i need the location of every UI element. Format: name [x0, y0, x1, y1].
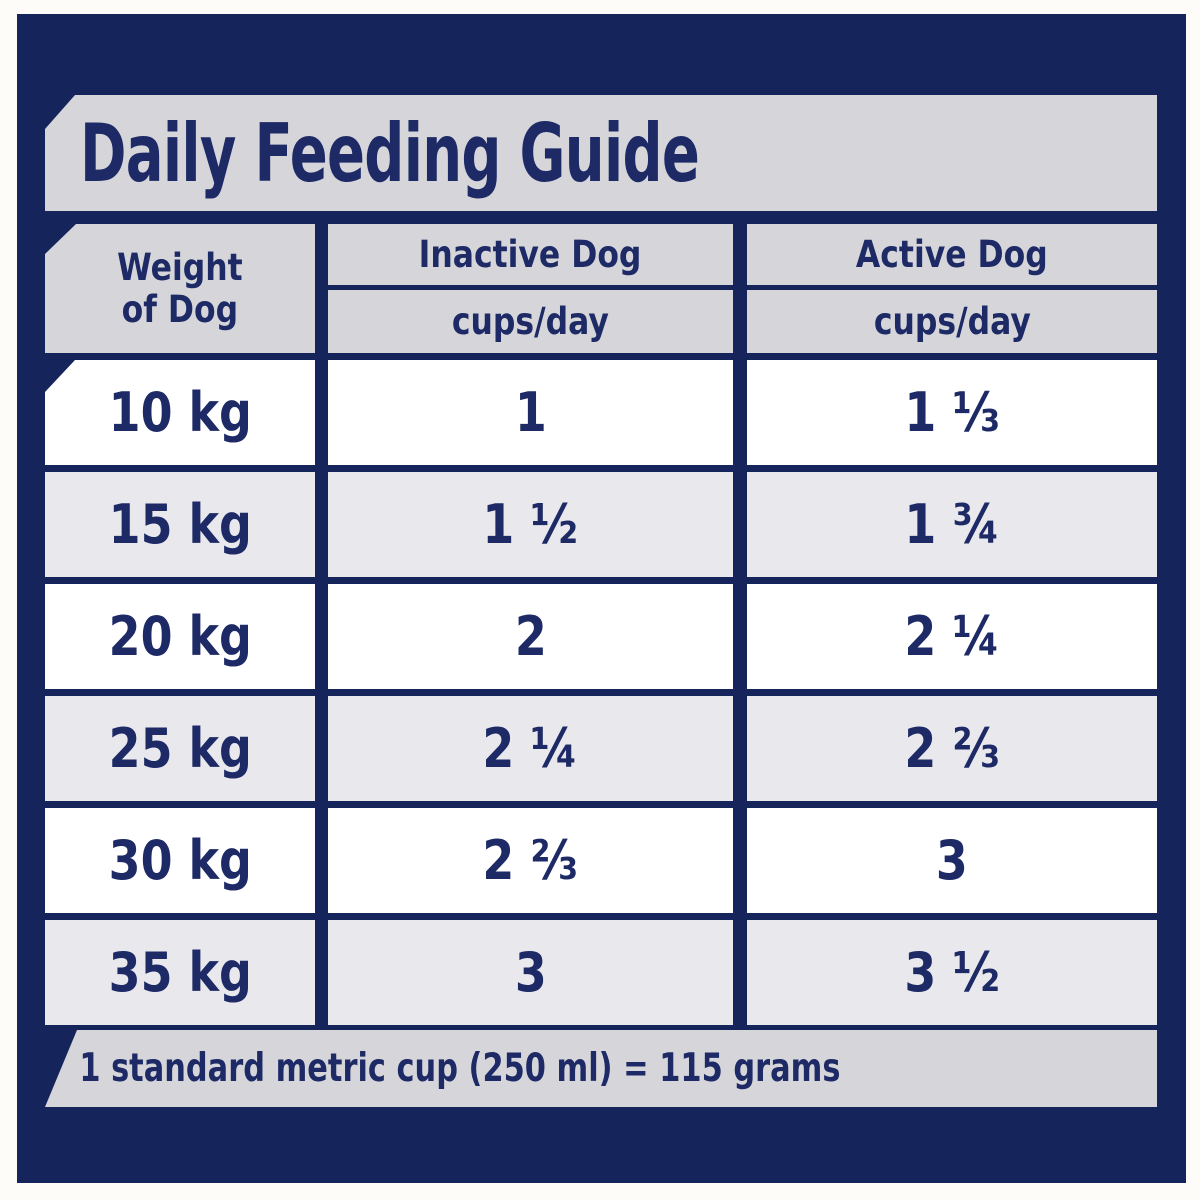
table-row-30kg: 30 kg 2 ⅔ 3 [17, 808, 1186, 913]
weight-cell: 25 kg [45, 696, 315, 801]
weight-value: 15 kg [108, 493, 252, 556]
active-cell: 3 ½ [747, 920, 1157, 1025]
weight-value: 25 kg [108, 717, 252, 780]
weight-cell: 10 kg [45, 360, 315, 465]
inactive-cell: 3 [328, 920, 733, 1025]
weight-cell: 35 kg [45, 920, 315, 1025]
title-banner: Daily Feeding Guide [45, 95, 1157, 211]
header-inactive-dog-unit: cups/day [328, 290, 733, 353]
header-weight-line2: of Dog [121, 287, 239, 331]
cup-conversion-note: 1 standard metric cup (250 ml) = 115 gra… [79, 1046, 841, 1091]
footer-note-banner: 1 standard metric cup (250 ml) = 115 gra… [45, 1030, 1157, 1107]
header-weight-line1: Weight [117, 246, 243, 290]
active-value: 2 ¼ [904, 605, 1000, 668]
active-unit-label: cups/day [873, 300, 1031, 343]
active-cell: 2 ¼ [747, 584, 1157, 689]
active-value: 1 ⅓ [904, 381, 1000, 444]
table-row-15kg: 15 kg 1 ½ 1 ¾ [17, 472, 1186, 577]
inactive-value: 1 [514, 381, 547, 444]
active-value: 3 [936, 829, 968, 892]
active-cell: 1 ⅓ [747, 360, 1157, 465]
inactive-dog-label: Inactive Dog [419, 233, 642, 276]
header-inactive-dog-title: Inactive Dog [328, 224, 733, 285]
weight-value: 30 kg [108, 829, 252, 892]
weight-cell: 15 kg [45, 472, 315, 577]
active-value: 3 ½ [904, 941, 1000, 1004]
active-value: 1 ¾ [904, 493, 1000, 556]
weight-cell: 20 kg [45, 584, 315, 689]
inactive-unit-label: cups/day [451, 300, 610, 343]
header-weight-of-dog: Weight of Dog [45, 224, 315, 353]
navy-panel: Daily Feeding Guide Weight of Dog Inacti… [17, 14, 1186, 1183]
active-cell: 1 ¾ [747, 472, 1157, 577]
inactive-cell: 1 ½ [328, 472, 733, 577]
active-cell: 3 [747, 808, 1157, 913]
inactive-value: 1 ½ [482, 493, 579, 556]
inactive-cell: 2 ¼ [328, 696, 733, 801]
table-row-25kg: 25 kg 2 ¼ 2 ⅔ [17, 696, 1186, 801]
table-row-10kg: 10 kg 1 1 ⅓ [17, 360, 1186, 465]
page-title: Daily Feeding Guide [80, 106, 700, 200]
inactive-cell: 2 [328, 584, 733, 689]
header-inactive-dog: Inactive Dog cups/day [328, 224, 733, 353]
table-row-20kg: 20 kg 2 2 ¼ [17, 584, 1186, 689]
inactive-value: 2 ¼ [482, 717, 579, 780]
weight-cell: 30 kg [45, 808, 315, 913]
active-value: 2 ⅔ [904, 717, 1000, 780]
active-dog-label: Active Dog [856, 233, 1048, 276]
inactive-value: 2 [514, 605, 547, 668]
inactive-value: 3 [514, 941, 547, 1004]
weight-value: 20 kg [108, 605, 252, 668]
header-active-dog-unit: cups/day [747, 290, 1157, 353]
active-cell: 2 ⅔ [747, 696, 1157, 801]
header-weight-label: Weight of Dog [117, 247, 243, 330]
inactive-cell: 2 ⅔ [328, 808, 733, 913]
weight-value: 35 kg [108, 941, 252, 1004]
weight-value: 10 kg [108, 381, 252, 444]
table-row-35kg: 35 kg 3 3 ½ [17, 920, 1186, 1025]
header-active-dog: Active Dog cups/day [747, 224, 1157, 353]
header-active-dog-title: Active Dog [747, 224, 1157, 285]
inactive-value: 2 ⅔ [482, 829, 579, 892]
inactive-cell: 1 [328, 360, 733, 465]
